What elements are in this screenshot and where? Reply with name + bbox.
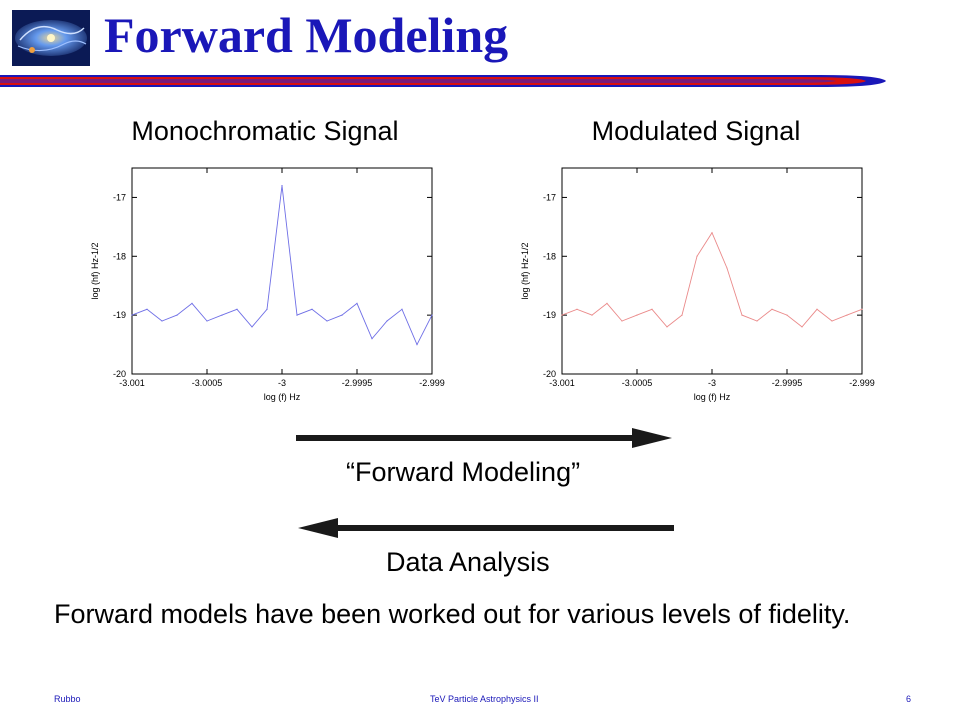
data-point (666, 326, 668, 328)
data-point (266, 308, 268, 310)
data-point (416, 343, 418, 346)
data-point (681, 314, 683, 316)
data-point (651, 308, 653, 310)
data-point (401, 308, 403, 310)
y-tick-label: -17 (543, 192, 556, 202)
data-point (606, 302, 608, 304)
x-tick-label: -3.001 (549, 378, 575, 388)
data-point (341, 314, 343, 316)
x-axis-label: log (f) Hz (694, 392, 731, 402)
data-point (846, 314, 848, 316)
data-point (816, 308, 818, 310)
x-tick-label: -3 (708, 378, 716, 388)
data-point (311, 308, 313, 310)
chart-title: Modulated Signal (592, 116, 801, 146)
data-point (756, 320, 758, 322)
plot-frame (131, 167, 433, 375)
data-point (326, 320, 328, 322)
data-point (191, 302, 193, 304)
footer-author: Rubbo (54, 694, 81, 704)
data-point (236, 308, 238, 310)
x-tick-label: -2.999 (419, 378, 445, 388)
title-divider-bar (0, 75, 886, 87)
x-tick-label: -3.0005 (192, 378, 223, 388)
data-point (561, 314, 563, 316)
analysis-arrow (298, 518, 674, 538)
data-point (176, 314, 178, 316)
data-point (296, 314, 298, 316)
y-tick-label: -17 (113, 192, 126, 202)
monochromatic-chart: Monochromatic Signal -3.001 -3.0005 -3 -2.9… (80, 116, 460, 420)
footer-page-number: 6 (906, 694, 912, 704)
y-tick-label: -19 (543, 310, 556, 320)
chart-title: Monochromatic Signal (131, 116, 398, 146)
data-point (741, 314, 743, 316)
y-tick-label: -18 (543, 251, 556, 261)
data-point (786, 314, 788, 316)
data-point (576, 308, 578, 310)
data-point (621, 320, 623, 322)
data-point (431, 314, 433, 316)
y-tick-label: -20 (113, 369, 126, 379)
galaxy-spiral-icon (12, 10, 90, 66)
data-point (251, 326, 253, 328)
data-point (711, 232, 713, 234)
modulated-chart: Modulated Signal -3.001 -3.0005 -3 -2.9995 -… (506, 116, 890, 420)
data-point (591, 314, 593, 316)
footer-conference: TeV Particle Astrophysics II (430, 694, 539, 704)
data-point (726, 267, 728, 269)
data-point (831, 320, 833, 322)
data-point (371, 338, 373, 340)
forward-modeling-caption: “Forward Modeling” (346, 457, 581, 487)
y-axis-label: log (hf) Hz-1/2 (90, 242, 100, 299)
x-tick-label: -3 (278, 378, 286, 388)
x-axis-label: log (f) Hz (264, 392, 301, 402)
x-tick-label: -2.999 (849, 378, 875, 388)
data-point (206, 320, 208, 322)
x-tick-label: -2.9995 (772, 378, 803, 388)
data-point (801, 326, 803, 328)
plot-frame (561, 167, 863, 375)
data-point (636, 314, 638, 316)
forward-arrow (296, 428, 672, 448)
data-point (281, 185, 283, 187)
y-tick-label: -20 (543, 369, 556, 379)
x-tick-label: -2.9995 (342, 378, 373, 388)
data-point (161, 320, 163, 322)
y-axis-label: log (hf) Hz-1/2 (520, 242, 530, 299)
data-point (356, 302, 358, 304)
data-point (221, 314, 223, 316)
y-tick-label: -18 (113, 251, 126, 261)
x-tick-label: -3.0005 (622, 378, 653, 388)
data-point (131, 314, 133, 316)
data-point (696, 255, 698, 257)
body-text: Forward models have been worked out for … (54, 599, 851, 629)
y-tick-label: -19 (113, 310, 126, 320)
data-analysis-caption: Data Analysis (386, 547, 550, 577)
series-line (561, 231, 863, 328)
slide-title: Forward Modeling (104, 7, 509, 63)
data-point (771, 308, 773, 310)
data-point (861, 308, 863, 310)
x-tick-label: -3.001 (119, 378, 145, 388)
data-point (146, 308, 148, 310)
data-point (386, 320, 388, 322)
